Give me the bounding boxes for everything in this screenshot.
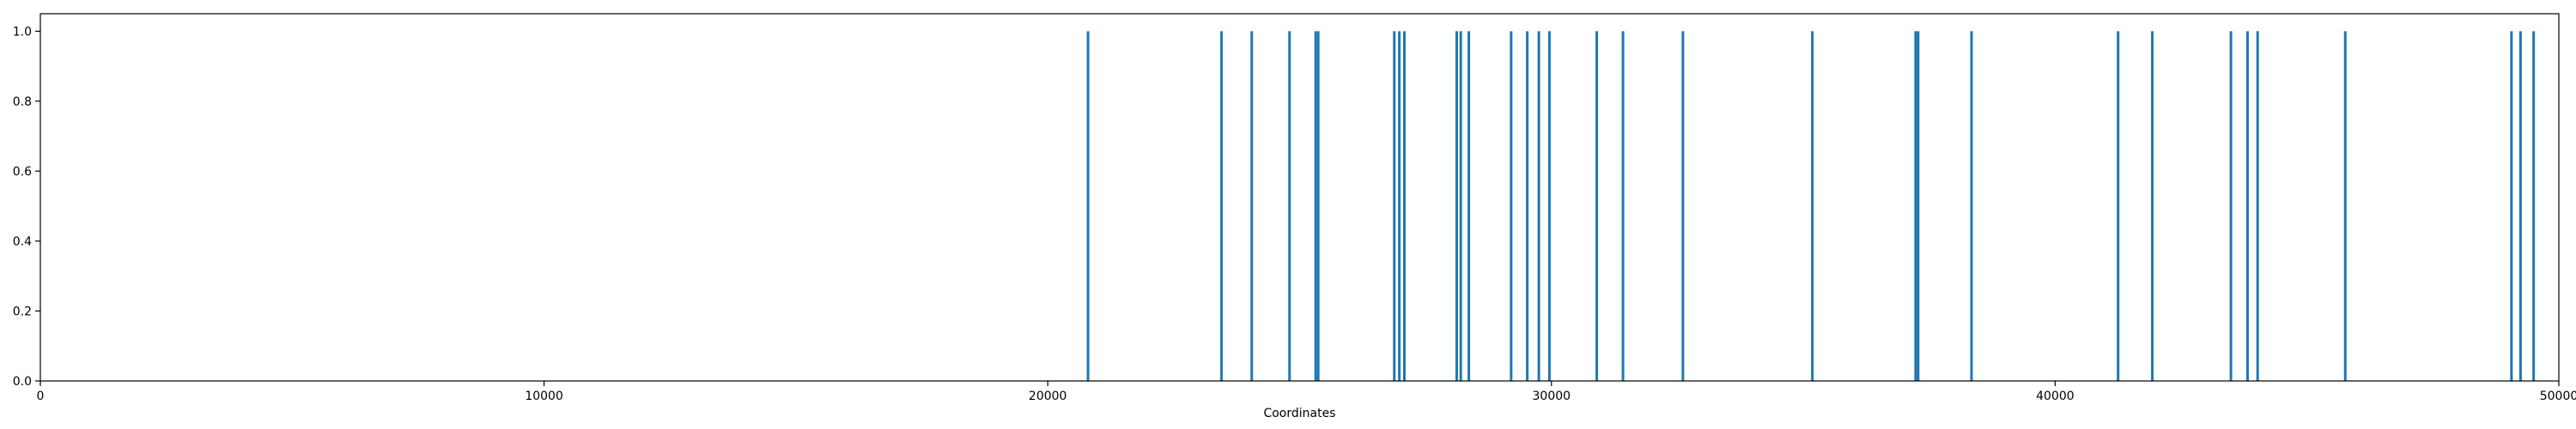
bar xyxy=(2245,31,2249,381)
bar xyxy=(2532,31,2536,381)
bar xyxy=(1467,31,1471,381)
bar xyxy=(1459,31,1462,381)
bar xyxy=(1537,31,1540,381)
y-tick-label: 0.8 xyxy=(13,95,32,109)
bar xyxy=(1917,31,1920,381)
bar xyxy=(2343,31,2347,381)
x-axis-label: Coordinates xyxy=(1263,407,1335,420)
y-axis: 0.0 0.2 0.4 0.6 0.8 1.0 xyxy=(13,25,40,389)
bar xyxy=(1403,31,1406,381)
bar xyxy=(2518,31,2522,381)
bar xyxy=(1398,31,1401,381)
bar xyxy=(1314,31,1317,381)
x-tick-label: 20000 xyxy=(1029,390,1067,403)
bar xyxy=(1316,31,1320,381)
x-tick-label: 50000 xyxy=(2540,390,2576,403)
bar xyxy=(1250,31,1254,381)
bar xyxy=(1220,31,1224,381)
bar xyxy=(1510,31,1513,381)
bar xyxy=(2229,31,2233,381)
bar xyxy=(1393,31,1396,381)
y-tick-label: 0.6 xyxy=(13,165,32,178)
bar xyxy=(1455,31,1459,381)
x-axis: 0 10000 20000 30000 40000 50000 xyxy=(37,381,2576,403)
x-tick-label: 0 xyxy=(37,390,45,403)
bar xyxy=(1547,31,1551,381)
bar xyxy=(1811,31,1814,381)
bar xyxy=(1086,31,1090,381)
bar xyxy=(2117,31,2120,381)
bar xyxy=(1621,31,1625,381)
axes-frame xyxy=(39,13,2560,382)
bar xyxy=(1914,31,1917,381)
y-tick-label: 0.2 xyxy=(13,305,32,318)
bar xyxy=(2256,31,2259,381)
y-tick-label: 0.4 xyxy=(13,235,32,249)
y-tick-label: 1.0 xyxy=(13,25,32,39)
x-tick-label: 40000 xyxy=(2036,390,2075,403)
bar-series xyxy=(1086,31,2536,381)
x-tick-label: 10000 xyxy=(525,390,563,403)
bar xyxy=(2510,31,2513,381)
plot-area: 0 10000 20000 30000 40000 50000 0.00.20.40.60… xyxy=(13,13,2576,420)
bar xyxy=(1288,31,1291,381)
y-tick-label: 0.0 xyxy=(13,375,32,389)
bar xyxy=(1681,31,1685,381)
bar xyxy=(1526,31,1529,381)
bar xyxy=(1595,31,1599,381)
bar xyxy=(1970,31,1973,381)
bar xyxy=(2151,31,2154,381)
x-tick-label: 30000 xyxy=(1533,390,1571,403)
